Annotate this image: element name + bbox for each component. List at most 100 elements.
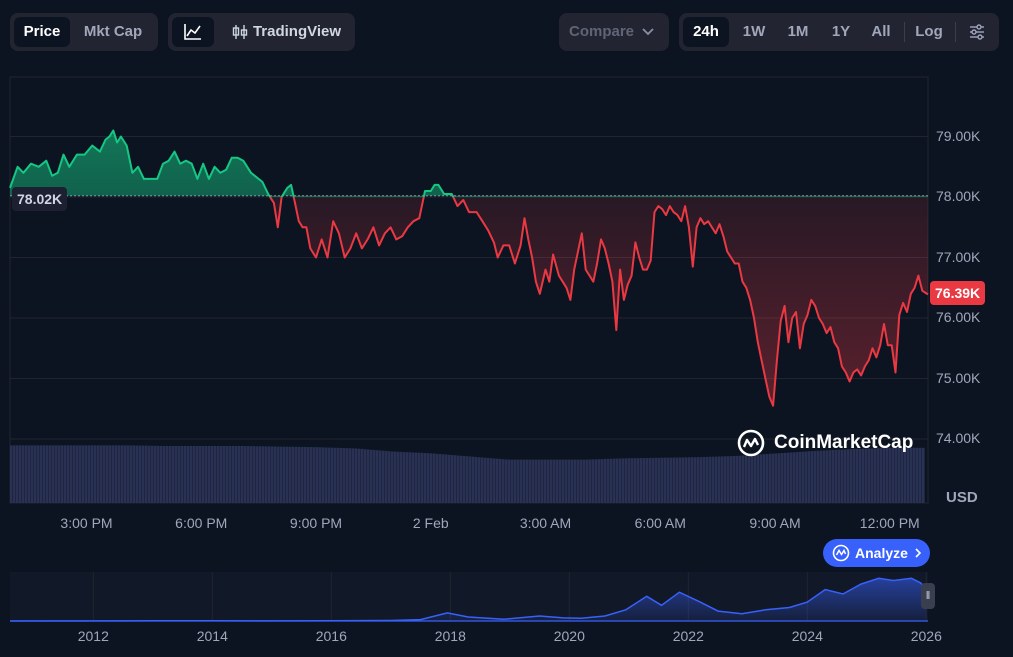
volume-bar (322, 447, 325, 503)
y-tick-label: 76.00K (936, 309, 981, 325)
volume-bar (520, 459, 523, 503)
volume-bar (328, 447, 331, 503)
volume-bar (721, 456, 724, 503)
volume-bar (655, 457, 658, 503)
range-24h[interactable]: 24h (683, 17, 729, 47)
volume-bar (847, 449, 850, 503)
volume-bar (745, 455, 748, 503)
volume-bar (868, 448, 871, 503)
y-tick-label: 78.00K (936, 188, 981, 204)
volume-bar (805, 451, 808, 503)
tab-price[interactable]: Price (14, 17, 70, 47)
range-1y[interactable]: 1Y (831, 23, 851, 40)
price-area-up (10, 130, 928, 197)
volume-bar (889, 447, 892, 503)
volume-bar (184, 445, 187, 503)
volume-bar (16, 445, 19, 503)
volume-bar (163, 445, 166, 503)
volume-bar (922, 447, 925, 503)
log-scale-toggle[interactable]: Log (915, 23, 943, 40)
volume-bar (595, 459, 598, 503)
volume-bar (241, 445, 244, 503)
volume-bar (853, 449, 856, 503)
range-1m[interactable]: 1M (787, 23, 809, 40)
volume-bar (388, 451, 391, 503)
volume-bar (370, 449, 373, 503)
volume-bar (70, 445, 73, 503)
volume-bar (514, 459, 517, 503)
volume-bar (118, 445, 121, 503)
volume-bar (658, 457, 661, 503)
volume-bar (913, 447, 916, 503)
volume-bar (742, 455, 745, 503)
volume-bar (550, 459, 553, 503)
chart-style-toggle: TradingView (168, 13, 355, 51)
volume-bar (823, 450, 826, 503)
brush-handle[interactable]: ‖ (921, 583, 935, 609)
range-1w[interactable]: 1W (742, 23, 766, 40)
volume-bar (457, 455, 460, 503)
volume-bar (121, 445, 124, 503)
volume-bar (442, 454, 445, 503)
settings-button[interactable] (961, 17, 993, 47)
volume-bar (607, 458, 610, 503)
volume-bar (355, 448, 358, 503)
volume-bar (784, 452, 787, 503)
volume-bar (397, 451, 400, 503)
range-all[interactable]: All (871, 23, 891, 40)
volume-bar (793, 452, 796, 503)
volume-bar (331, 447, 334, 503)
volume-bar (409, 452, 412, 503)
volume-bar (364, 449, 367, 503)
y-tick-label: 79.00K (936, 127, 981, 144)
volume-bar (391, 451, 394, 503)
volume-bar (235, 445, 238, 503)
analyze-button[interactable]: Analyze (823, 539, 930, 567)
volume-bar (802, 451, 805, 503)
volume-bar (436, 453, 439, 503)
compare-dropdown[interactable]: Compare (559, 13, 669, 51)
volume-bar (883, 448, 886, 503)
volume-bar (472, 456, 475, 503)
volume-bar (604, 458, 607, 503)
volume-bar (82, 445, 85, 503)
volume-bar (448, 454, 451, 503)
volume-bar (610, 458, 613, 503)
volume-bar (124, 445, 127, 503)
volume-bar (616, 458, 619, 503)
volume-bar (10, 445, 13, 503)
tradingview-button[interactable]: TradingView (222, 17, 350, 47)
volume-bar (160, 445, 163, 503)
volume-bar (64, 445, 67, 503)
volume-bar (619, 458, 622, 503)
volume-bar (223, 445, 226, 503)
volume-bar (808, 451, 811, 503)
line-chart-button[interactable] (172, 17, 214, 47)
history-brush[interactable] (9, 572, 928, 622)
volume-bar (919, 447, 922, 503)
volume-bar (214, 445, 217, 503)
volume-bar (205, 445, 208, 503)
volume-bar (706, 456, 709, 503)
volume-bar (712, 456, 715, 503)
volume-bar (829, 450, 832, 503)
volume-bar (178, 445, 181, 503)
volume-bar (898, 447, 901, 503)
volume-bar (664, 457, 667, 503)
tab-market-cap[interactable]: Mkt Cap (83, 23, 143, 40)
volume-bar (67, 445, 70, 503)
volume-bar (700, 457, 703, 503)
volume-bar (343, 448, 346, 503)
volume-bar (562, 459, 565, 503)
price-area-down (270, 197, 928, 406)
volume-bar (907, 447, 910, 503)
price-line-down (268, 197, 929, 407)
volume-bar (250, 446, 253, 503)
x-tick-label: 2 Feb (412, 515, 449, 531)
volume-bar (313, 447, 316, 503)
volume-bar (361, 448, 364, 503)
volume-bar (283, 446, 286, 503)
volume-bar (757, 454, 760, 503)
volume-bar (814, 450, 817, 503)
